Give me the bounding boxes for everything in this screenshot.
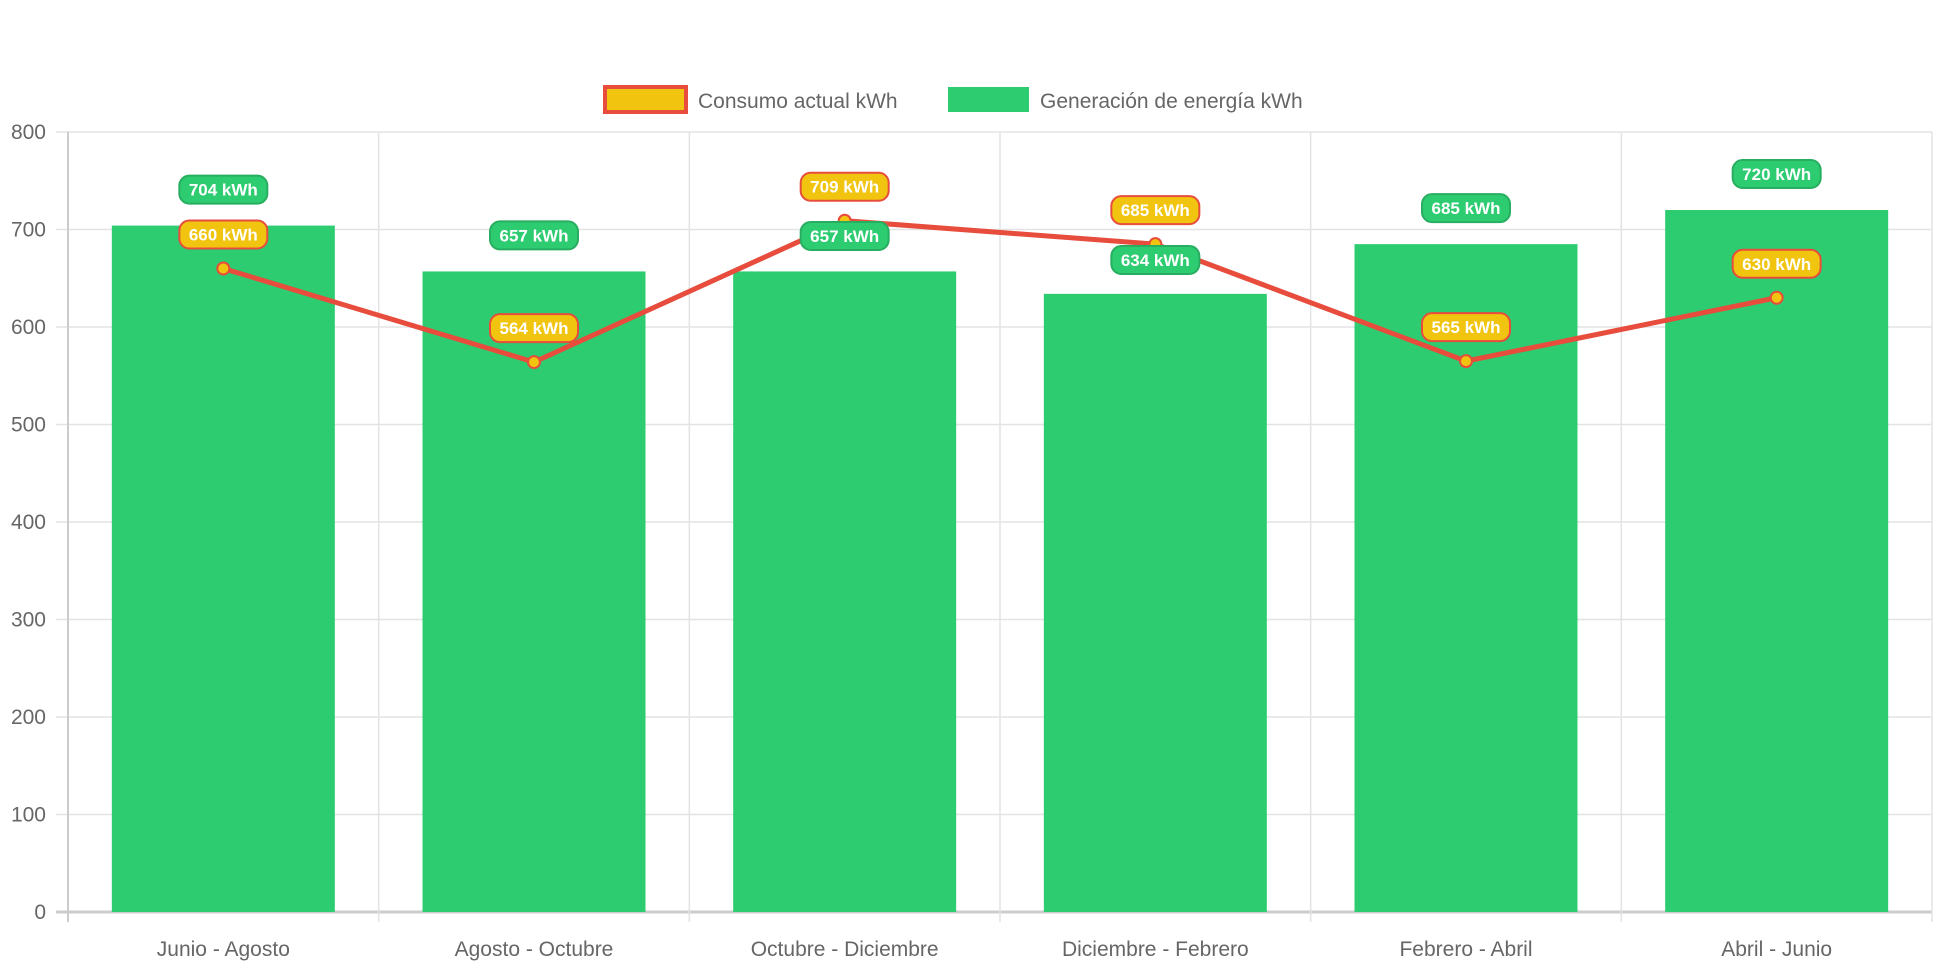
data-label-text: 660 kWh	[189, 226, 258, 245]
bar-generacion	[1665, 210, 1889, 912]
data-label-text: 630 kWh	[1742, 255, 1811, 274]
data-label-bg	[799, 221, 890, 251]
legend-swatch-generacion	[948, 87, 1029, 112]
point-consumo	[527, 355, 541, 370]
legend-item-generacion[interactable]: Generación de energía kWh	[948, 87, 1303, 113]
legend-label-generacion: Generación de energía kWh	[1040, 90, 1303, 113]
data-label: 685 kWh	[1110, 195, 1201, 226]
data-label-bg	[178, 219, 269, 250]
data-label: 704 kWh	[178, 174, 269, 205]
point-consumo	[216, 261, 231, 276]
bar-generacion	[1043, 293, 1267, 913]
data-label: 565 kWh	[1421, 312, 1511, 343]
data-label: 630 kWh	[1731, 248, 1822, 279]
data-label-text: 565 kWh	[1432, 318, 1501, 337]
data-label: 720 kWh	[1731, 159, 1822, 189]
legend[interactable]: Consumo actual kWh Generación de energía…	[603, 85, 1303, 114]
line-consumo	[222, 218, 1778, 365]
y-tick-label: 600	[11, 316, 46, 339]
legend-label-consumo: Consumo actual kWh	[698, 90, 898, 113]
data-label-text: 709 kWh	[810, 178, 879, 197]
legend-swatch-consumo	[603, 85, 688, 114]
x-tick-label: Junio - Agosto	[157, 938, 290, 961]
data-label-bg	[489, 313, 579, 344]
data-label-bg	[1731, 248, 1822, 279]
data-label-bg	[1110, 245, 1201, 275]
data-label-bg	[1421, 193, 1511, 224]
data-labels: 704 kWh 657 kWh 657 kWh 634 kWh 685 kWh 720 k…	[178, 159, 1822, 344]
data-label: 709 kWh	[799, 171, 890, 202]
bar-generacion	[422, 271, 646, 912]
line-series	[216, 213, 1784, 370]
y-tick-label: 700	[11, 219, 46, 242]
data-label-text: 685 kWh	[1121, 201, 1190, 220]
point-consumo	[1769, 290, 1784, 305]
x-tick-label: Octubre - Diciembre	[751, 938, 939, 961]
data-label-text: 634 kWh	[1121, 251, 1190, 270]
data-label-bg	[1731, 159, 1822, 189]
data-label-text: 685 kWh	[1432, 199, 1501, 218]
data-label: 634 kWh	[1110, 245, 1201, 275]
data-label-text: 704 kWh	[189, 181, 258, 200]
data-label-bg	[1110, 195, 1201, 226]
data-label: 685 kWh	[1421, 193, 1511, 224]
y-tick-label: 100	[11, 804, 46, 827]
data-label-bg	[1421, 312, 1511, 343]
data-label: 657 kWh	[799, 221, 890, 251]
data-label-text: 657 kWh	[810, 227, 879, 246]
data-label-bg	[799, 171, 890, 202]
x-tick-label: Febrero - Abril	[1399, 938, 1532, 961]
y-tick-label: 500	[11, 414, 46, 437]
data-label-text: 720 kWh	[1742, 165, 1811, 184]
x-tick-label: Diciembre - Febrero	[1062, 938, 1249, 961]
data-label-text: 657 kWh	[500, 226, 569, 245]
point-consumo	[1459, 354, 1473, 369]
legend-item-consumo[interactable]: Consumo actual kWh	[603, 85, 898, 114]
x-tick-label: Abril - Junio	[1721, 938, 1832, 961]
bars	[111, 210, 1889, 913]
grid: 0 100 200 300 400 500 600 700 800 Junio - Agosto A…	[11, 121, 1933, 961]
data-label: 657 kWh	[489, 220, 579, 251]
bar-generacion	[111, 225, 335, 913]
y-tick-label: 800	[11, 121, 46, 144]
y-tick-label: 0	[34, 901, 46, 924]
data-label-text: 564 kWh	[500, 319, 569, 338]
data-label: 660 kWh	[178, 219, 269, 250]
data-label-bg	[178, 174, 269, 205]
data-label-bg	[489, 220, 579, 251]
bar-generacion	[733, 271, 957, 912]
y-tick-label: 300	[11, 609, 46, 632]
x-tick-label: Agosto - Octubre	[455, 938, 614, 961]
data-label: 564 kWh	[489, 313, 579, 344]
y-tick-label: 200	[11, 706, 46, 729]
y-tick-label: 400	[11, 511, 46, 534]
